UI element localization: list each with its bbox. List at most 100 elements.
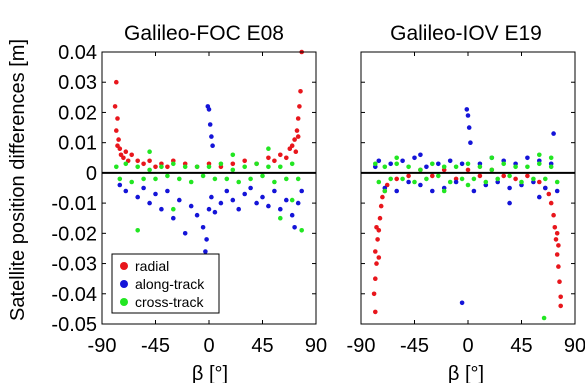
point-along-track (171, 215, 176, 221)
point-radial (116, 137, 121, 142)
point-along-track (272, 188, 277, 194)
point-cross-track (548, 164, 554, 170)
point-cross-track (114, 164, 119, 170)
point-cross-track (548, 155, 554, 161)
point-along-track (459, 300, 465, 306)
point-along-track (260, 194, 265, 200)
y-tick-label: -0.04 (51, 284, 97, 306)
x-tick-label: 0 (462, 335, 473, 357)
point-cross-track (447, 179, 453, 185)
point-along-track (165, 188, 170, 194)
point-cross-track (177, 176, 182, 182)
point-radial (278, 152, 283, 158)
point-cross-track (147, 167, 152, 173)
point-along-track (537, 194, 542, 200)
point-cross-track (141, 176, 146, 182)
point-radial (380, 194, 385, 200)
point-along-track (376, 158, 382, 164)
point-radial (373, 309, 378, 315)
point-along-track (212, 209, 218, 215)
legend-label: cross-track (135, 294, 204, 310)
point-cross-track (376, 179, 382, 185)
point-radial (112, 104, 118, 109)
point-radial (375, 237, 380, 242)
point-cross-track (471, 176, 477, 182)
point-cross-track (147, 149, 152, 154)
y-tick-label: 0.01 (58, 133, 97, 155)
point-cross-track (483, 179, 489, 185)
x-tick-label: 45 (510, 335, 532, 357)
x-tick-label: -45 (400, 335, 429, 357)
point-cross-track (489, 167, 495, 173)
x-tick-label: -90 (347, 335, 376, 357)
y-axis-label: Satellite position differences [m] (7, 39, 29, 321)
point-along-track (206, 107, 212, 112)
point-along-track (135, 194, 140, 200)
legend-marker-radial (120, 262, 128, 270)
point-radial (558, 294, 563, 300)
point-cross-track (129, 179, 134, 185)
point-along-track (400, 158, 405, 164)
point-cross-track (495, 176, 501, 182)
point-cross-track (465, 161, 471, 167)
point-cross-track (123, 161, 129, 167)
point-cross-track (153, 176, 158, 182)
point-along-track (284, 197, 289, 203)
point-cross-track (477, 164, 483, 170)
point-radial (123, 149, 129, 154)
point-radial (556, 264, 561, 269)
y-tick-label: -0.05 (51, 314, 97, 336)
point-radial (378, 203, 384, 209)
x-axis: -90 -45 0 45 90 (88, 52, 327, 357)
point-cross-track (436, 173, 441, 179)
point-radial (295, 134, 301, 139)
point-along-track (123, 188, 129, 194)
point-radial (374, 261, 379, 266)
point-cross-track (278, 215, 283, 221)
point-along-track (543, 185, 548, 191)
point-along-track (248, 185, 253, 191)
point-along-track (436, 161, 441, 167)
point-cross-track (418, 167, 423, 173)
point-radial (129, 152, 134, 158)
point-radial (147, 158, 152, 164)
point-radial (115, 116, 120, 121)
point-along-track (200, 225, 206, 230)
point-radial (298, 89, 303, 94)
point-along-track (230, 197, 236, 203)
point-cross-track (394, 161, 400, 167)
point-cross-track (206, 164, 212, 170)
point-along-track (507, 200, 512, 206)
point-cross-track (135, 228, 140, 233)
point-cross-track (212, 176, 218, 182)
legend-marker-along-track (120, 280, 128, 288)
point-cross-track (554, 179, 560, 185)
point-radial (289, 143, 295, 148)
point-cross-track (406, 164, 411, 170)
point-radial (153, 164, 158, 170)
point-cross-track (459, 176, 465, 182)
legend-box (111, 253, 220, 314)
point-radial (141, 161, 146, 167)
point-radial (501, 173, 507, 179)
point-cross-track (537, 152, 542, 158)
point-radial (551, 212, 556, 218)
x-tick-label: 90 (564, 335, 585, 357)
point-radial (272, 158, 277, 164)
y-tick-label: 0.03 (58, 72, 97, 94)
point-along-track (254, 200, 259, 206)
point-along-track (465, 113, 471, 118)
point-radial (406, 173, 411, 179)
point-cross-track (200, 173, 206, 179)
panel-galileo-iov-e19: Galileo-IOV E19 -90 -45 0 45 90 β [°] (347, 22, 585, 383)
point-radial (554, 231, 560, 236)
point-radial (546, 191, 552, 197)
point-radial (374, 225, 379, 230)
point-along-track (266, 203, 271, 209)
point-radial (295, 116, 301, 121)
point-cross-track (242, 164, 247, 170)
point-cross-track (188, 179, 194, 185)
point-cross-track (412, 179, 417, 185)
point-radial (114, 79, 119, 85)
point-cross-track (382, 188, 388, 194)
